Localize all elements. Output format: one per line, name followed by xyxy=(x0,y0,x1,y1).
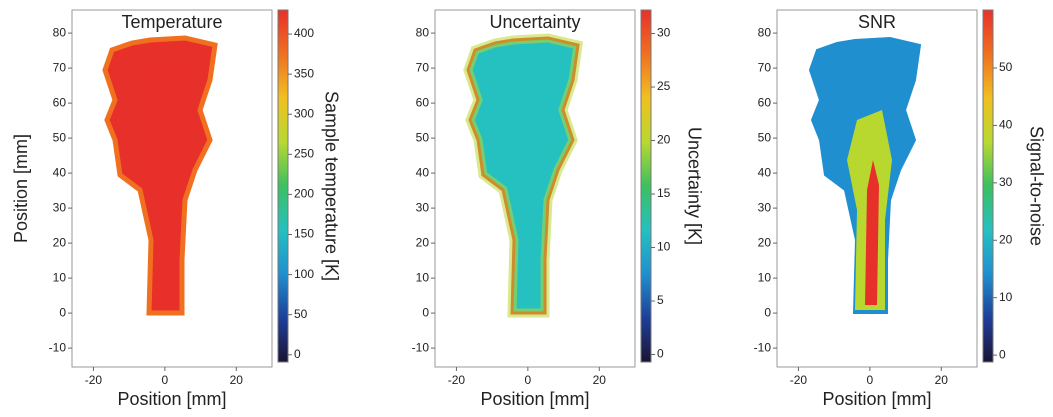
panel-title: SNR xyxy=(858,12,896,32)
colorbar-tick-label: 200 xyxy=(294,187,314,201)
y-tick-label: 20 xyxy=(758,235,772,249)
x-tick-label: 0 xyxy=(525,373,532,387)
field-core xyxy=(142,55,190,310)
colorbar-tick-label: 400 xyxy=(294,26,314,40)
colorbar-tick-label: 40 xyxy=(999,118,1013,132)
colorbar-tick-label: 30 xyxy=(657,26,671,40)
panel-title: Uncertainty xyxy=(489,12,580,32)
y-tick-label: 70 xyxy=(758,60,772,74)
y-tick-label: 30 xyxy=(758,200,772,214)
y-tick-label: 0 xyxy=(422,305,429,319)
axes-frame xyxy=(434,9,636,368)
colorbar-tick-label: 0 xyxy=(294,347,301,361)
colorbar-tick-label: 25 xyxy=(657,79,671,93)
y-tick-label: 50 xyxy=(53,130,67,144)
y-tick-label: 80 xyxy=(53,25,67,39)
x-axis-label: Position [mm] xyxy=(822,389,931,409)
y-tick-label: 50 xyxy=(416,130,430,144)
y-tick-label: 50 xyxy=(758,130,772,144)
colorbar-tick-label: 150 xyxy=(294,227,314,241)
x-tick-label: -20 xyxy=(448,373,466,387)
y-tick-label: 30 xyxy=(53,200,67,214)
colorbar-tick-label: 5 xyxy=(657,293,664,307)
x-axis-label: Position [mm] xyxy=(117,389,226,409)
x-tick-label: -20 xyxy=(790,373,808,387)
colorbar-tick-label: 300 xyxy=(294,106,314,120)
x-tick-label: 20 xyxy=(593,373,607,387)
colorbar-tick-label: 100 xyxy=(294,267,314,281)
y-tick-label: 40 xyxy=(53,165,67,179)
y-tick-label: 80 xyxy=(416,25,430,39)
y-tick-label: 10 xyxy=(416,270,430,284)
x-tick-label: 20 xyxy=(935,373,949,387)
colorbar xyxy=(982,9,994,363)
y-tick-label: 60 xyxy=(53,95,67,109)
colorbar-tick-label: 50 xyxy=(999,60,1013,74)
colorbar-tick-label: 20 xyxy=(999,232,1013,246)
field-core xyxy=(865,160,879,305)
colorbar-tick-label: 0 xyxy=(999,347,1006,361)
y-tick-label: 0 xyxy=(764,305,771,319)
colorbar-tick-label: 50 xyxy=(294,307,308,321)
heatmap xyxy=(468,38,578,313)
y-tick-label: -10 xyxy=(412,340,430,354)
colorbar-tick-label: 20 xyxy=(657,133,671,147)
y-tick-label: 10 xyxy=(758,270,772,284)
y-tick-label: 60 xyxy=(416,95,430,109)
colorbar xyxy=(640,9,652,363)
y-tick-label: 80 xyxy=(758,25,772,39)
x-axis-label: Position [mm] xyxy=(480,389,589,409)
y-tick-label: 20 xyxy=(416,235,430,249)
colorbar-label: Sample temperature [K] xyxy=(321,91,341,281)
y-tick-label: 40 xyxy=(758,165,772,179)
x-tick-label: -20 xyxy=(85,373,103,387)
panel-title: Temperature xyxy=(121,12,222,32)
x-tick-label: 0 xyxy=(162,373,169,387)
y-axis-label: Position [mm] xyxy=(11,134,31,243)
y-tick-label: -10 xyxy=(754,340,772,354)
colorbar-label: Signal-to-noise xyxy=(1026,126,1046,246)
y-tick-label: 70 xyxy=(53,60,67,74)
colorbar-tick-label: 15 xyxy=(657,186,671,200)
colorbar-tick-label: 0 xyxy=(657,347,664,361)
colorbar-tick-label: 350 xyxy=(294,66,314,80)
y-tick-label: 20 xyxy=(53,235,67,249)
colorbar-label: Uncertainty [K] xyxy=(684,127,704,245)
y-tick-label: 0 xyxy=(59,305,66,319)
x-tick-label: 0 xyxy=(867,373,874,387)
colorbar-tick-label: 10 xyxy=(999,290,1013,304)
y-tick-label: -10 xyxy=(49,340,67,354)
heatmap xyxy=(809,37,921,314)
y-tick-label: 30 xyxy=(416,200,430,214)
y-tick-label: 70 xyxy=(416,60,430,74)
heatmap xyxy=(105,38,215,313)
colorbar xyxy=(277,9,289,363)
y-tick-label: 60 xyxy=(758,95,772,109)
x-tick-label: 20 xyxy=(230,373,244,387)
y-tick-label: 10 xyxy=(53,270,67,284)
colorbar-tick-label: 250 xyxy=(294,146,314,160)
axes-frame xyxy=(71,9,273,368)
y-tick-label: 40 xyxy=(416,165,430,179)
axes-frame xyxy=(776,9,978,368)
colorbar-tick-label: 30 xyxy=(999,175,1013,189)
colorbar-tick-label: 10 xyxy=(657,240,671,254)
